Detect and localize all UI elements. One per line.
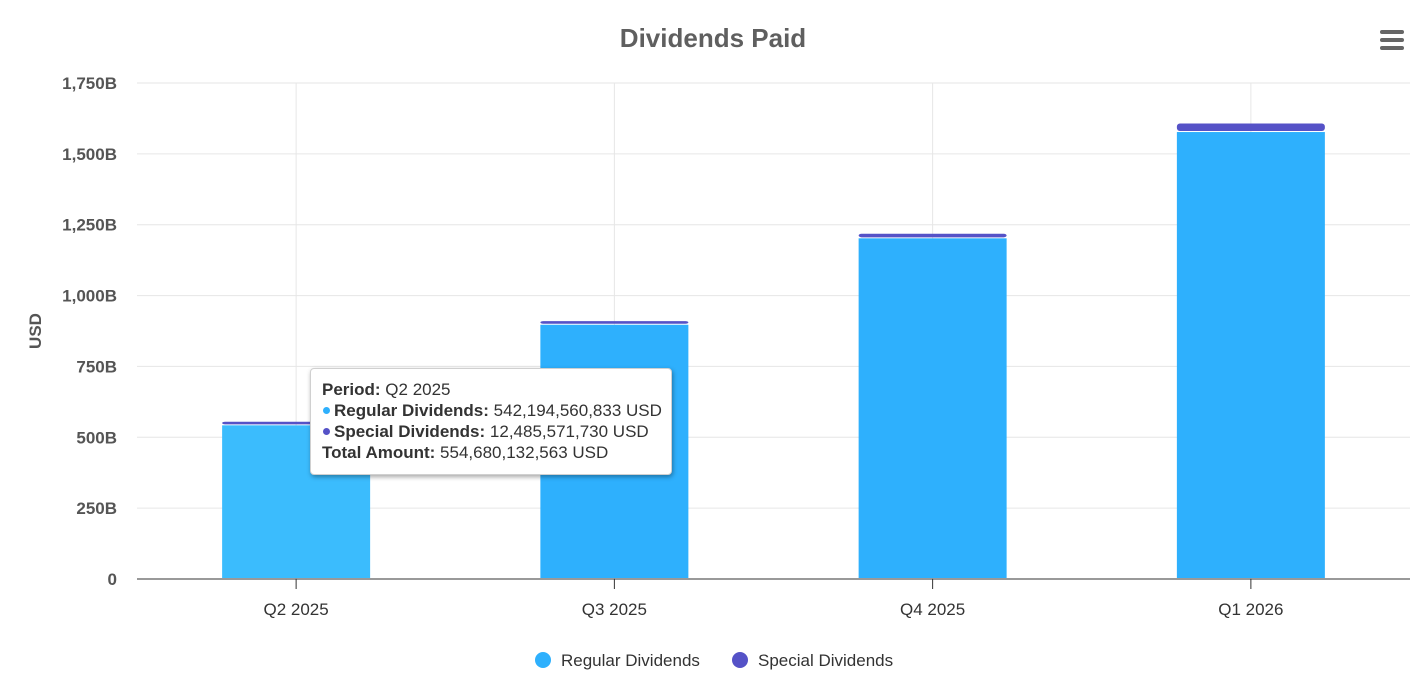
tooltip-regular-value: 542,194,560,833 USD (493, 401, 662, 420)
chart-menu-button[interactable] (1376, 28, 1408, 54)
hamburger-menu-icon (1380, 30, 1404, 34)
x-tick-label: Q4 2025 (900, 600, 965, 619)
tooltip-regular-row: Regular Dividends: 542,194,560,833 USD (322, 400, 662, 421)
bar-special[interactable] (858, 233, 1007, 238)
hamburger-line (1380, 38, 1404, 42)
y-tick-label: 1,000B (62, 287, 117, 306)
legend-marker-icon[interactable] (732, 652, 748, 668)
legend-marker-icon[interactable] (535, 652, 551, 668)
bar-regular[interactable] (1176, 132, 1325, 578)
y-tick-label: 500B (76, 428, 117, 447)
tooltip-special-value: 12,485,571,730 USD (489, 422, 649, 441)
tooltip-period-label: Period: (322, 380, 381, 399)
y-tick-label: 1,750B (62, 74, 117, 93)
x-tick-label: Q2 2025 (264, 600, 329, 619)
tooltip-special-label: Special Dividends: (334, 422, 486, 441)
tooltip-total-row: Total Amount: 554,680,132,563 USD (322, 442, 660, 463)
bar-special[interactable] (1176, 123, 1325, 132)
chart-title: Dividends Paid (620, 23, 806, 53)
x-tick-label: Q1 2026 (1218, 600, 1283, 619)
legend[interactable]: Regular Dividends Special Dividends (535, 651, 893, 670)
tooltip-total-value: 554,680,132,563 USD (440, 443, 609, 462)
y-tick-label: 1,250B (62, 216, 117, 235)
tooltip-regular-label: Regular Dividends: (334, 401, 489, 420)
hamburger-line (1380, 46, 1404, 50)
legend-label[interactable]: Special Dividends (758, 651, 893, 670)
x-axis-ticks: Q2 2025 Q3 2025 Q4 2025 Q1 2026 (264, 579, 1283, 619)
special-dot-icon (323, 428, 330, 436)
y-tick-label: 750B (76, 357, 117, 376)
tooltip-total-label: Total Amount: (322, 443, 436, 462)
y-axis-title: USD (26, 313, 45, 349)
bar-regular[interactable] (858, 238, 1007, 579)
tooltip-period-value: Q2 2025 (385, 380, 451, 399)
y-tick-label: 0 (108, 570, 117, 589)
bars[interactable] (222, 123, 1325, 579)
legend-label[interactable]: Regular Dividends (561, 651, 700, 670)
x-tick-label: Q3 2025 (582, 600, 647, 619)
tooltip-special-row: Special Dividends: 12,485,571,730 USD (322, 421, 660, 442)
y-axis-ticks: 0 250B 500B 750B 1,000B 1,250B 1,500B 1,750B (62, 74, 117, 589)
bar-special[interactable] (540, 321, 689, 324)
y-tick-label: 1,500B (62, 145, 117, 164)
tooltip: Period: Q2 2025 Regular Dividends: 542,1… (310, 368, 672, 475)
y-tick-label: 250B (76, 499, 117, 518)
regular-dot-icon (323, 407, 330, 415)
tooltip-period-row: Period: Q2 2025 (322, 379, 660, 400)
